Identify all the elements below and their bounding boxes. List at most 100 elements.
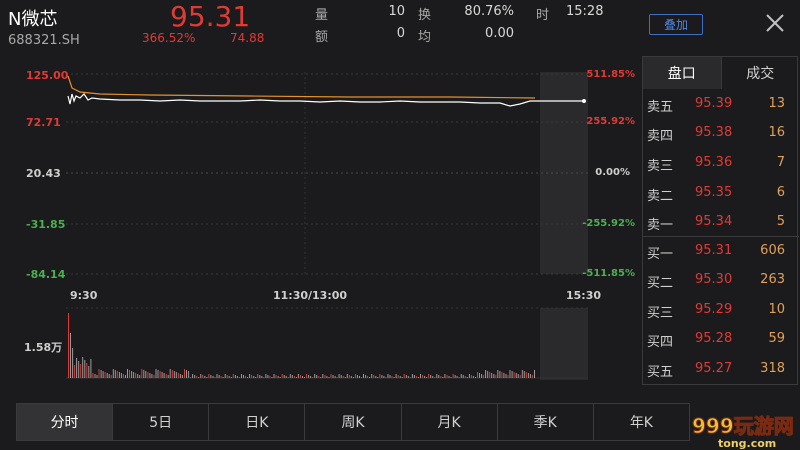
volume-bar (184, 369, 185, 378)
volume-bar (324, 375, 326, 378)
volume-bar (336, 377, 338, 378)
volume-bar (529, 374, 531, 378)
volume-bar (253, 376, 255, 378)
turnover-value: 80.76% (464, 4, 514, 19)
ask-price: 95.35 (695, 185, 733, 200)
volume-bar (367, 376, 369, 378)
volume-bar (361, 377, 362, 378)
y-left-label: -84.14 (26, 268, 66, 281)
volume-bar (206, 377, 208, 378)
tab-daily-k[interactable]: 日K (209, 404, 306, 440)
tab-quarterly-k[interactable]: 季K (498, 404, 594, 440)
volume-bar (70, 333, 71, 378)
order-book-tabs: 盘口 成交 (643, 57, 799, 89)
volume-bar (173, 371, 175, 378)
volume-bar (232, 374, 234, 378)
volume-bar (523, 371, 525, 378)
time-value: 15:28 (566, 4, 604, 19)
volume-bar (155, 369, 157, 378)
ask-volume: 13 (768, 96, 785, 111)
volume-bar (375, 376, 377, 378)
average-label: 均 (418, 30, 432, 45)
bid-volume: 606 (760, 243, 785, 258)
tab-order-book[interactable]: 盘口 (643, 57, 722, 89)
tab-trades[interactable]: 成交 (746, 66, 775, 82)
volume-bar (397, 375, 399, 378)
ask-volume: 6 (776, 185, 785, 200)
volume-bar (129, 370, 130, 378)
overlay-button[interactable]: 叠加 (649, 14, 703, 35)
y-right-label: 0.00% (595, 167, 630, 178)
volume-bar (84, 360, 86, 378)
volume-bar (483, 375, 485, 378)
volume-bar (318, 376, 320, 378)
volume-bar (428, 374, 430, 378)
tab-monthly-k[interactable]: 月K (402, 404, 498, 440)
volume-label: 量 (315, 8, 329, 23)
volume-bar (116, 371, 118, 378)
tab-weekly-k[interactable]: 周K (305, 404, 402, 440)
volume-bars (68, 313, 535, 378)
amount-label: 额 (315, 30, 329, 45)
volume-bar (230, 377, 232, 378)
volume-bar (277, 376, 279, 378)
intraday-chart[interactable]: 125.00 72.71 20.43 -31.85 -84.14 511.85%… (0, 56, 640, 401)
volume-bar (297, 374, 299, 378)
volume-bar (389, 375, 391, 378)
volume-bar (489, 372, 491, 378)
volume-bar (159, 371, 161, 378)
divider (643, 236, 799, 237)
volume-bar (314, 374, 316, 378)
change-amount: 74.88 (230, 31, 265, 45)
volume-bar (472, 376, 474, 378)
bid-label: 买三 (647, 306, 674, 321)
volume-bar (118, 372, 120, 378)
ask-row: 卖一 95.34 5 (643, 210, 799, 234)
ask-label: 卖四 (647, 129, 674, 144)
volume-bar (320, 377, 322, 378)
ask-label: 卖三 (647, 159, 674, 174)
volume-bar (114, 370, 116, 378)
volume-bar (149, 373, 151, 378)
volume-bar (399, 376, 401, 378)
volume-bar (271, 377, 273, 378)
volume-bar (163, 373, 165, 378)
time-label: 时 (536, 8, 550, 23)
volume-bar (395, 374, 397, 378)
volume-bar (212, 376, 214, 378)
volume-bar (493, 374, 495, 378)
y-left-label: 20.43 (26, 167, 61, 180)
volume-bar (198, 377, 200, 378)
bid-price: 95.31 (695, 243, 733, 258)
tab-yearly-k[interactable]: 年K (629, 415, 653, 431)
volume-bar (409, 377, 411, 378)
bid-label: 买五 (647, 365, 674, 380)
volume-bar (208, 374, 210, 378)
volume-bar (241, 374, 242, 378)
volume-bar (251, 375, 253, 378)
volume-bar (495, 375, 497, 378)
bid-volume: 59 (768, 331, 785, 346)
bid-volume: 10 (768, 302, 785, 317)
close-icon[interactable] (764, 12, 786, 34)
volume-bar (200, 374, 202, 378)
volume-bar (328, 377, 330, 378)
volume-bar (127, 369, 128, 378)
volume-bar (108, 374, 110, 378)
volume-bar (342, 376, 344, 378)
volume-bar (100, 370, 102, 378)
tab-5day[interactable]: 5日 (113, 404, 210, 440)
volume-bar (405, 375, 407, 378)
volume-bar (334, 376, 336, 378)
volume-bar (426, 377, 428, 378)
volume-bar (104, 372, 106, 378)
tab-intraday[interactable]: 分时 (17, 404, 114, 440)
volume-bar (308, 375, 310, 378)
volume-bar (379, 374, 381, 378)
bid-volume: 318 (760, 361, 785, 376)
volume-bar (145, 371, 147, 378)
volume-bar (265, 374, 267, 378)
volume-bar (214, 377, 216, 378)
svg-text:tong.com: tong.com (718, 437, 776, 450)
volume-bar (452, 374, 454, 378)
